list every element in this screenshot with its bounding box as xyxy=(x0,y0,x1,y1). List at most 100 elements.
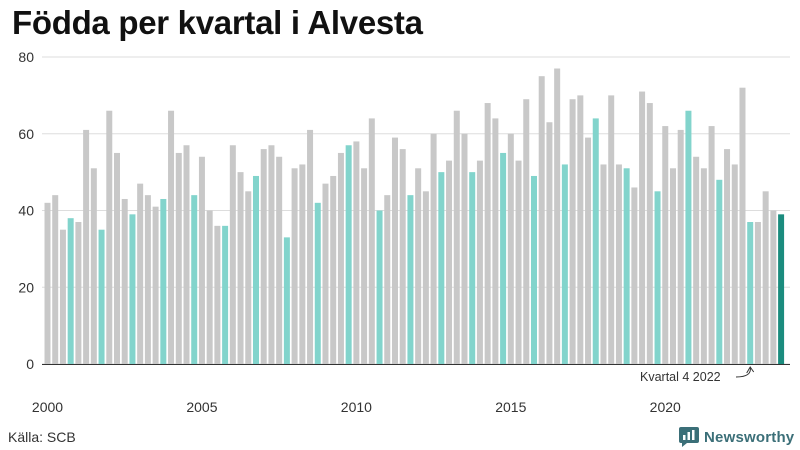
bar-2014-q4: 2014 Q4: 55 xyxy=(500,152,507,364)
bar-2004-q1: 2004 Q1: 66 xyxy=(168,110,175,364)
bar-2022-q3: 2022 Q3: 72 xyxy=(739,87,746,364)
bar-2012-q1: 2012 Q1: 51 xyxy=(415,168,422,364)
x-tick-label: 2000 xyxy=(32,399,63,415)
bar-2001-q3: 2001 Q3: 51 xyxy=(90,168,97,364)
bar-2009-q1: 2009 Q1: 47 xyxy=(322,183,329,364)
y-tick-label: 80 xyxy=(18,49,34,65)
bar-2002-q1: 2002 Q1: 66 xyxy=(106,110,113,364)
annotation: Kvartal 4 2022 xyxy=(640,366,755,384)
bar-2018-q4: 2018 Q4: 51 xyxy=(623,168,630,364)
bar-2003-q3: 2003 Q3: 41 xyxy=(152,206,159,364)
y-tick-label: 0 xyxy=(26,356,34,372)
bar-2009-q4: 2009 Q4: 57 xyxy=(345,145,352,364)
bar-2017-q2: 2017 Q2: 70 xyxy=(577,95,584,365)
brand-name: Newsworthy xyxy=(704,428,795,446)
bar-2002-q3: 2002 Q3: 43 xyxy=(121,198,128,364)
annotation-arrow-line xyxy=(735,366,751,378)
bar-2017-q4: 2017 Q4: 64 xyxy=(592,118,599,365)
bar-2004-q4: 2004 Q4: 44 xyxy=(191,195,198,364)
bar-2018-q3: 2018 Q3: 52 xyxy=(615,164,622,364)
bar-2006-q4: 2006 Q4: 49 xyxy=(252,175,259,364)
x-tick-label: 2010 xyxy=(341,399,372,415)
bar-2019-q3: 2019 Q3: 68 xyxy=(646,103,653,365)
bar-2009-q3: 2009 Q3: 55 xyxy=(337,152,344,364)
bar-2001-q4: 2001 Q4: 35 xyxy=(98,229,105,364)
annotation-label: Kvartal 4 2022 xyxy=(640,370,721,384)
bar-2007-q3: 2007 Q3: 54 xyxy=(276,156,283,364)
bar-2020-q4: 2020 Q4: 66 xyxy=(685,110,692,364)
bar-2017-q3: 2017 Q3: 59 xyxy=(585,137,592,364)
bar-2005-q1: 2005 Q1: 54 xyxy=(198,156,205,364)
y-axis: 0 20 40 60 80 xyxy=(18,49,34,372)
bar-2019-q2: 2019 Q2: 71 xyxy=(639,91,646,364)
bar-2019-q1: 2019 Q1: 46 xyxy=(631,187,638,364)
bar-2008-q3: 2008 Q3: 61 xyxy=(307,129,314,364)
bar-2005-q2: 2005 Q2: 40 xyxy=(206,210,213,364)
bar-2021-q4: 2021 Q4: 48 xyxy=(716,179,723,364)
bar-2019-q4: 2019 Q4: 45 xyxy=(654,191,661,364)
bar-2005-q3: 2005 Q3: 36 xyxy=(214,225,221,364)
bar-2015-q4: 2015 Q4: 49 xyxy=(530,175,537,364)
bar-2001-q2: 2001 Q2: 61 xyxy=(83,129,90,364)
bar-2009-q2: 2009 Q2: 49 xyxy=(330,175,337,364)
bar-2010-q4: 2010 Q4: 40 xyxy=(376,210,383,364)
bar-2008-q1: 2008 Q1: 51 xyxy=(291,168,298,364)
bar-2003-q1: 2003 Q1: 47 xyxy=(137,183,144,364)
chart-title: Födda per kvartal i Alvesta xyxy=(12,4,423,41)
bar-2011-q2: 2011 Q2: 59 xyxy=(391,137,398,364)
bar-2003-q4: 2003 Q4: 43 xyxy=(160,198,167,364)
bar-2000-q4: 2000 Q4: 38 xyxy=(67,218,74,364)
bar-2014-q1: 2014 Q1: 53 xyxy=(476,160,483,364)
bar-2016-q3: 2016 Q3: 77 xyxy=(554,68,561,364)
bar-2006-q2: 2006 Q2: 50 xyxy=(237,172,244,365)
bar-2020-q2: 2020 Q2: 51 xyxy=(669,168,676,364)
bar-2001-q1: 2001 Q1: 37 xyxy=(75,222,82,364)
y-tick-label: 40 xyxy=(18,203,34,219)
bars: 2000 Q1: 422000 Q2: 442000 Q3: 352000 Q4… xyxy=(44,68,785,365)
bar-2018-q1: 2018 Q1: 52 xyxy=(600,164,607,364)
bar-2004-q2: 2004 Q2: 55 xyxy=(175,152,182,364)
bar-2018-q2: 2018 Q2: 70 xyxy=(608,95,615,365)
bar-2013-q2: 2013 Q2: 66 xyxy=(453,110,460,364)
bar-2021-q1: 2021 Q1: 54 xyxy=(693,156,700,364)
y-tick-label: 20 xyxy=(18,279,34,295)
bar-2022-q4: 2022 Q4: 37 xyxy=(747,222,754,364)
bar-2016-q2: 2016 Q2: 63 xyxy=(546,122,553,365)
bar-2010-q1: 2010 Q1: 58 xyxy=(353,141,360,364)
bar-2022-q1: 2022 Q1: 56 xyxy=(724,149,731,364)
bar-2014-q2: 2014 Q2: 68 xyxy=(484,103,491,365)
bar-2000-q3: 2000 Q3: 35 xyxy=(59,229,66,364)
bar-2005-q4: 2005 Q4: 36 xyxy=(222,225,229,364)
bar-2012-q4: 2012 Q4: 50 xyxy=(438,172,445,365)
bar-2013-q3: 2013 Q3: 60 xyxy=(461,133,468,364)
bar-2002-q4: 2002 Q4: 39 xyxy=(129,214,136,364)
bar-2013-q1: 2013 Q1: 53 xyxy=(446,160,453,364)
source-note: Källa: SCB xyxy=(8,429,76,445)
y-tick-label: 60 xyxy=(18,126,34,142)
bar-2008-q4: 2008 Q4: 42 xyxy=(314,202,321,364)
bar-2012-q3: 2012 Q3: 60 xyxy=(430,133,437,364)
bar-2011-q3: 2011 Q3: 56 xyxy=(399,149,406,364)
bar-2006-q1: 2006 Q1: 57 xyxy=(229,145,236,364)
bar-2015-q1: 2015 Q1: 60 xyxy=(507,133,514,364)
bar-2002-q2: 2002 Q2: 55 xyxy=(114,152,120,364)
bar-2016-q4: 2016 Q4: 52 xyxy=(561,164,568,364)
x-tick-label: 2015 xyxy=(495,399,526,415)
bar-chart: 2000 Q1: 422000 Q2: 442000 Q3: 352000 Q4… xyxy=(18,49,790,415)
bar-2023-q3: 2023 Q3: 40 xyxy=(770,210,777,364)
bar-2006-q3: 2006 Q3: 45 xyxy=(245,191,252,364)
bar-2000-q2: 2000 Q2: 44 xyxy=(52,195,59,364)
brand-logo: Newsworthy xyxy=(679,427,794,447)
bar-2021-q2: 2021 Q2: 51 xyxy=(700,168,707,364)
bar-2023-q2: 2023 Q2: 45 xyxy=(762,191,769,364)
annotation-arrow-head xyxy=(746,366,755,374)
x-axis: 2000 2005 2010 2015 2020 xyxy=(32,399,681,415)
bar-2020-q3: 2020 Q3: 61 xyxy=(677,129,684,364)
bar-2015-q2: 2015 Q2: 53 xyxy=(515,160,522,364)
bar-2011-q4: 2011 Q4: 44 xyxy=(407,195,414,364)
bar-2021-q3: 2021 Q3: 62 xyxy=(708,126,715,364)
bar-2007-q4: 2007 Q4: 33 xyxy=(283,237,290,364)
bar-2010-q3: 2010 Q3: 64 xyxy=(368,118,375,365)
bar-2007-q1: 2007 Q1: 56 xyxy=(260,149,267,364)
bar-2003-q2: 2003 Q2: 44 xyxy=(144,195,151,364)
